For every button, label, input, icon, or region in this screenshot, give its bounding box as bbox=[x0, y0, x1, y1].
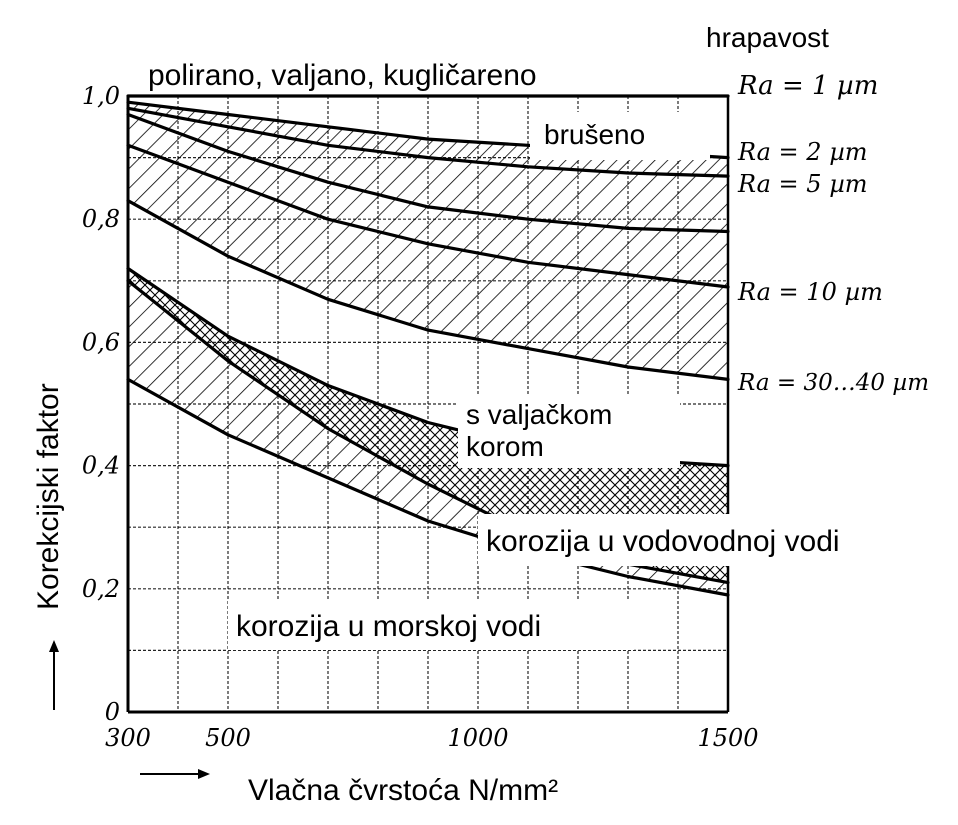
x-axis-arrow-icon bbox=[140, 769, 210, 779]
annotation-scale-line-2: korom bbox=[466, 431, 544, 462]
x-tick-label: 1500 bbox=[697, 724, 758, 752]
band-2-3 bbox=[128, 108, 728, 232]
x-tick-label: 1000 bbox=[447, 724, 508, 752]
ra-label-10: Ra = 10 µm bbox=[737, 278, 883, 306]
ra-label-30-40: Ra = 30…40 µm bbox=[737, 370, 929, 396]
annotation-scale-line-1: s valjačkom bbox=[466, 399, 612, 430]
y-tick-label: 0,6 bbox=[82, 328, 120, 356]
ra-label-1: Ra = 1 µm bbox=[737, 71, 878, 101]
ra-label-2: Ra = 2 µm bbox=[737, 138, 868, 166]
axes: 300 500 1000 1500 0 0,2 0,4 0,6 0,8 1,0 bbox=[82, 82, 759, 752]
ra-label-5: Ra = 5 µm bbox=[737, 170, 868, 198]
series-line-8 bbox=[126, 377, 730, 597]
x-axis-title: Vlačna čvrstoća N/mm² bbox=[248, 774, 558, 807]
annotation-scale: s valjačkom korom bbox=[466, 399, 620, 462]
ground-label-box bbox=[530, 112, 710, 160]
y-tick-label: 0,8 bbox=[82, 205, 120, 233]
sea-water-label-box bbox=[228, 600, 634, 650]
series-line-4 bbox=[126, 143, 730, 289]
series-line-2 bbox=[126, 106, 730, 178]
band-6-7 bbox=[128, 268, 728, 583]
y-tick-label: 0,2 bbox=[82, 575, 120, 603]
annotation-polished: polirano, valjano, kugličareno bbox=[148, 59, 537, 92]
x-tick-label: 500 bbox=[205, 724, 251, 752]
annotation-ground: brušeno bbox=[544, 119, 645, 150]
roughness-header: hrapavost bbox=[706, 22, 829, 53]
y-tick-label: 1,0 bbox=[82, 82, 120, 110]
series-line-5 bbox=[126, 199, 730, 381]
band-7-8 bbox=[128, 280, 728, 595]
y-tick-label: 0 bbox=[105, 698, 120, 726]
y-axis-title: Korekcijski faktor bbox=[32, 383, 65, 610]
y-tick-label: 0,4 bbox=[82, 452, 120, 480]
y-axis-arrow-icon bbox=[49, 640, 59, 710]
annotation-tap-water: korozija u vodovodnoj vodi bbox=[486, 525, 840, 558]
band-3-4 bbox=[128, 114, 728, 287]
series-line-3 bbox=[126, 112, 730, 234]
x-tick-label: 300 bbox=[105, 724, 151, 752]
annotation-sea-water: korozija u morskoj vodi bbox=[236, 610, 541, 643]
scale-label-box bbox=[458, 396, 680, 468]
tap-water-label-box bbox=[478, 514, 940, 566]
band-4-5 bbox=[128, 145, 728, 380]
